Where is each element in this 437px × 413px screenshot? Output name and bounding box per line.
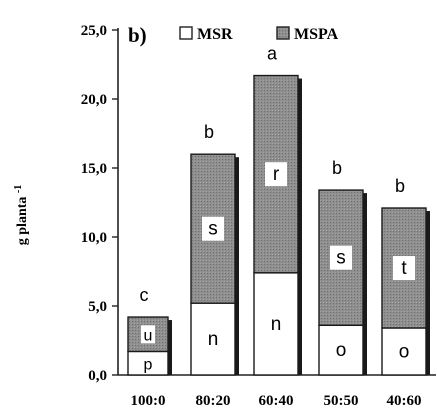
bar-shadow bbox=[426, 211, 430, 375]
bar-segment-msr bbox=[253, 272, 299, 376]
bar-shadow bbox=[363, 193, 367, 375]
legend-label-msr: MSR bbox=[197, 26, 233, 43]
msr-significance-letter: o bbox=[336, 340, 347, 361]
legend-label-mspa: MSPA bbox=[294, 26, 339, 43]
x-tick-label: 60:40 bbox=[259, 393, 294, 409]
group-significance-letter: c bbox=[140, 285, 149, 305]
bar-shadow bbox=[298, 78, 302, 375]
y-tick-label: 0,0 bbox=[88, 368, 107, 384]
mspa-letter-box bbox=[393, 256, 415, 281]
bars-layer: up c s n b r n a s o b t o b bbox=[127, 44, 430, 376]
bar-shadow bbox=[235, 157, 239, 375]
msr-significance-letter: p bbox=[144, 356, 153, 373]
y-tick-label: 10,0 bbox=[81, 230, 107, 246]
y-axis-label-text: g planta bbox=[15, 197, 30, 246]
mspa-significance-letter: u bbox=[144, 327, 153, 344]
bar-segment-msr bbox=[127, 350, 169, 376]
y-axis-ticks: 0,0 5,0 10,0 15,0 20,0 25,0 bbox=[81, 23, 118, 384]
y-tick-label: 25,0 bbox=[81, 23, 107, 39]
y-tick-label: 15,0 bbox=[81, 161, 107, 177]
mspa-letter-box bbox=[265, 162, 287, 187]
bar-segment-msr bbox=[190, 302, 236, 376]
legend-swatch-mspa bbox=[276, 26, 290, 40]
mspa-significance-letter: s bbox=[208, 219, 218, 240]
bar-segment-msr bbox=[318, 324, 364, 376]
y-tick-label: 20,0 bbox=[81, 92, 107, 108]
bar-segment-msr bbox=[381, 327, 427, 376]
msr-significance-letter: n bbox=[271, 314, 282, 335]
x-tick-label: 80:20 bbox=[196, 393, 231, 409]
group-significance-letter: b bbox=[204, 122, 214, 142]
y-axis-label: g planta -1 bbox=[13, 185, 30, 245]
x-axis-labels: 100:0 80:20 60:40 50:50 40:60 bbox=[131, 393, 422, 409]
group-significance-letter: a bbox=[267, 44, 278, 64]
panel-label: b) bbox=[128, 23, 147, 47]
mspa-significance-letter: s bbox=[336, 248, 346, 269]
msr-significance-letter: o bbox=[399, 342, 410, 363]
group-significance-letter: b bbox=[395, 176, 405, 196]
y-axis-label-exponent: -1 bbox=[13, 185, 24, 193]
x-tick-label: 50:50 bbox=[324, 393, 359, 409]
legend: MSR MSPA bbox=[179, 26, 339, 43]
mspa-letter-box bbox=[202, 216, 224, 241]
y-tick-label: 5,0 bbox=[88, 299, 107, 315]
mspa-significance-letter: r bbox=[273, 164, 280, 185]
group-significance-letter: b bbox=[332, 158, 342, 178]
x-tick-label: 100:0 bbox=[131, 393, 166, 409]
mspa-letter-box bbox=[141, 325, 155, 344]
msr-significance-letter: n bbox=[208, 329, 219, 350]
bar-shadow bbox=[168, 320, 172, 375]
legend-swatch-msr bbox=[179, 26, 193, 40]
mspa-letter-box bbox=[330, 245, 352, 270]
mspa-significance-letter: t bbox=[401, 258, 407, 279]
x-tick-label: 40:60 bbox=[387, 393, 422, 409]
